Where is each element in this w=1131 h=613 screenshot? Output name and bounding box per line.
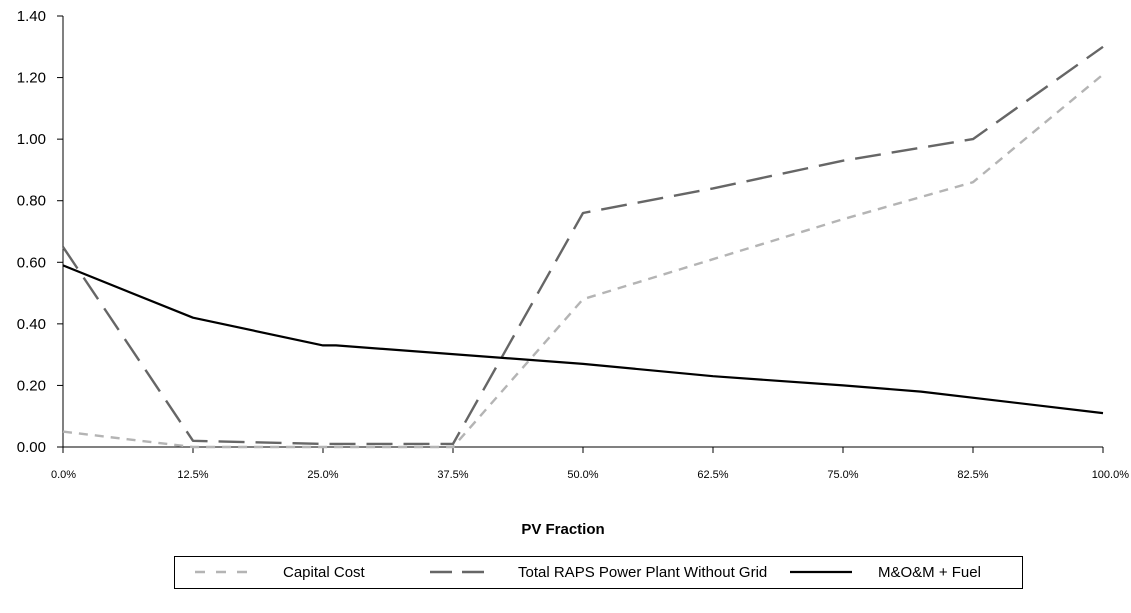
legend-box (174, 556, 1023, 589)
x-tick-label: 37.5% (437, 469, 468, 481)
x-tick-label: 75.0% (827, 469, 858, 481)
y-tick-label: 0.40 (17, 316, 46, 333)
series-layer (62, 45, 1104, 449)
x-tick-label: 25.0% (307, 469, 338, 481)
y-axis: 0.00 0.20 0.40 0.60 0.80 1.00 1.20 1.40 (17, 8, 64, 456)
legend-label: Total RAPS Power Plant Without Grid (518, 564, 767, 581)
x-tick-label: 0.0% (51, 469, 76, 481)
legend-item: M&O&M + Fuel (790, 564, 981, 581)
x-axis: 0.0% 12.5% 25.0% 37.5% 50.0% 62.5% 75.0% 82.5% 1… (51, 446, 1130, 481)
legend: Capital Cost Total RAPS Power Plant Witho… (174, 556, 1023, 589)
y-tick-label: 0.80 (17, 193, 46, 210)
legend-item: Total RAPS Power Plant Without Grid (430, 564, 767, 581)
legend-item: Capital Cost (195, 564, 366, 581)
y-tick-label: 0.60 (17, 254, 46, 271)
y-tick-label: 1.40 (17, 8, 46, 25)
y-tick-label: 1.20 (17, 70, 46, 87)
x-axis-title: PV Fraction (521, 521, 604, 538)
legend-label: M&O&M + Fuel (878, 564, 981, 581)
x-tick-label: 62.5% (697, 469, 728, 481)
y-tick-label: 0.20 (17, 377, 46, 394)
x-tick-label: 82.5% (957, 469, 988, 481)
x-tick-label: 100.0% (1092, 469, 1130, 481)
x-tick-label: 12.5% (177, 469, 208, 481)
x-tick-label: 50.0% (567, 469, 598, 481)
series-line-2 (62, 45, 1104, 446)
series-line-1 (62, 73, 1104, 449)
y-tick-label: 1.00 (17, 131, 46, 148)
series-line-3 (62, 264, 1104, 415)
y-tick-label: 0.00 (17, 439, 46, 456)
legend-label: Capital Cost (283, 564, 366, 581)
